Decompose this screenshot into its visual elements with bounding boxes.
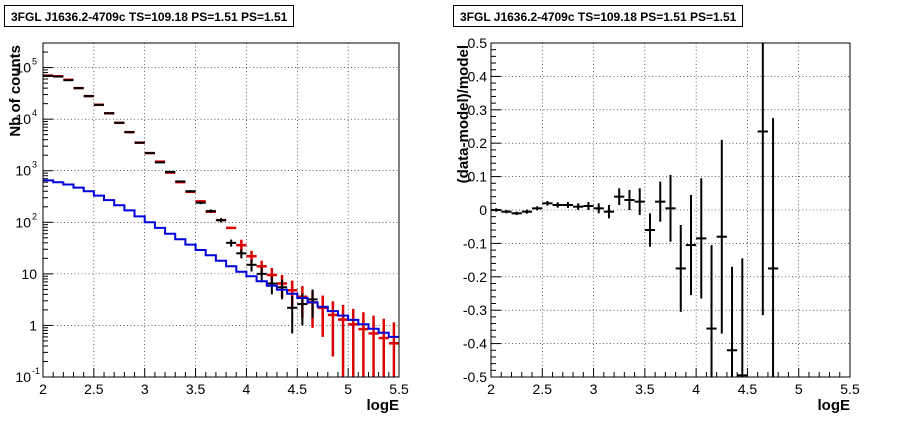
y-tick-label-base: 10 <box>21 266 37 282</box>
series-2 <box>43 179 399 338</box>
x-tick-label: 2.5 <box>84 381 104 397</box>
x-tick-label: 4 <box>243 381 251 397</box>
x-tick-label: 3.5 <box>186 381 206 397</box>
x-axis-label: logE <box>818 397 851 414</box>
y-axis-label: (data-model)/model <box>455 45 472 183</box>
y-tick-label: -0.3 <box>463 302 487 318</box>
x-tick-label: 5.5 <box>840 381 860 397</box>
y-tick-label-base: 10 <box>15 60 31 76</box>
x-tick-label: 4.5 <box>288 381 308 397</box>
x-tick-label: 3 <box>141 381 149 397</box>
residual-chart: 2 2.5 3 3.5 4 4.5 5 5.5 -0.5 -0.4 -0.3 -0.2 -0.1 0 0.1… <box>455 35 860 414</box>
y-tick-label: -0.5 <box>463 369 487 385</box>
x-tick-label: 4.5 <box>738 381 758 397</box>
y-tick-label: 0.3 <box>468 102 488 118</box>
y-tick-label: 1 <box>29 317 37 333</box>
background-model-line <box>43 179 399 338</box>
residual-chart-title: 3FGL J1636.2-4709c TS=109.18 PS=1.51 PS=… <box>453 5 744 27</box>
counts-chart-title: 3FGL J1636.2-4709c TS=109.18 PS=1.51 PS=… <box>4 5 295 27</box>
series-0 <box>491 43 779 377</box>
y-tick-label-exp: 5 <box>32 57 37 67</box>
plot-frame <box>490 42 851 378</box>
y-tick-label: 10 <box>21 266 37 282</box>
y-tick-label: 0 <box>479 202 487 218</box>
y-tick-label-base: 1 <box>29 317 37 333</box>
y-tick-label: -0.4 <box>463 336 487 352</box>
x-tick-label: 2.5 <box>533 381 553 397</box>
y-tick-label: 10 4 <box>15 108 37 127</box>
y-tick-label-base: 10 <box>15 369 31 385</box>
y-tick-label: -0.1 <box>463 235 487 251</box>
plot-area <box>43 43 399 377</box>
series-1 <box>43 74 318 334</box>
x-tick-label: 5.5 <box>389 381 409 397</box>
y-tick-label: 0.4 <box>468 68 488 84</box>
y-tick-label: 0.1 <box>468 169 488 185</box>
y-tick-label-base: 10 <box>15 111 31 127</box>
x-tick-label: 3 <box>590 381 598 397</box>
y-axis-label: Nb of counts <box>7 45 24 137</box>
x-tick-label: 5 <box>344 381 352 397</box>
y-tick-label: 10 3 <box>15 160 37 179</box>
y-tick-label: 0.5 <box>468 35 488 51</box>
y-tick-label-base: 10 <box>15 163 31 179</box>
y-tick-label-exp: 2 <box>32 211 37 221</box>
x-tick-label: 5 <box>795 381 803 397</box>
y-tick-label: 10 2 <box>15 211 37 230</box>
y-tick-label-exp: 3 <box>32 160 37 170</box>
y-tick-label: 10 -1 <box>15 366 40 385</box>
y-tick-label: 10 5 <box>15 57 37 76</box>
plot-frame <box>42 42 400 378</box>
x-tick-label: 2 <box>39 381 47 397</box>
y-tick-label-exp: -1 <box>32 366 40 376</box>
y-tick-label: 0.2 <box>468 135 488 151</box>
axes <box>42 42 400 378</box>
y-tick-label: -0.2 <box>463 269 487 285</box>
x-tick-label: 2 <box>487 381 495 397</box>
y-tick-label-base: 10 <box>15 214 31 230</box>
x-tick-label: 3.5 <box>635 381 655 397</box>
y-tick-label-exp: 4 <box>32 108 37 118</box>
x-axis-label: logE <box>367 397 400 414</box>
x-tick-label: 4 <box>692 381 700 397</box>
